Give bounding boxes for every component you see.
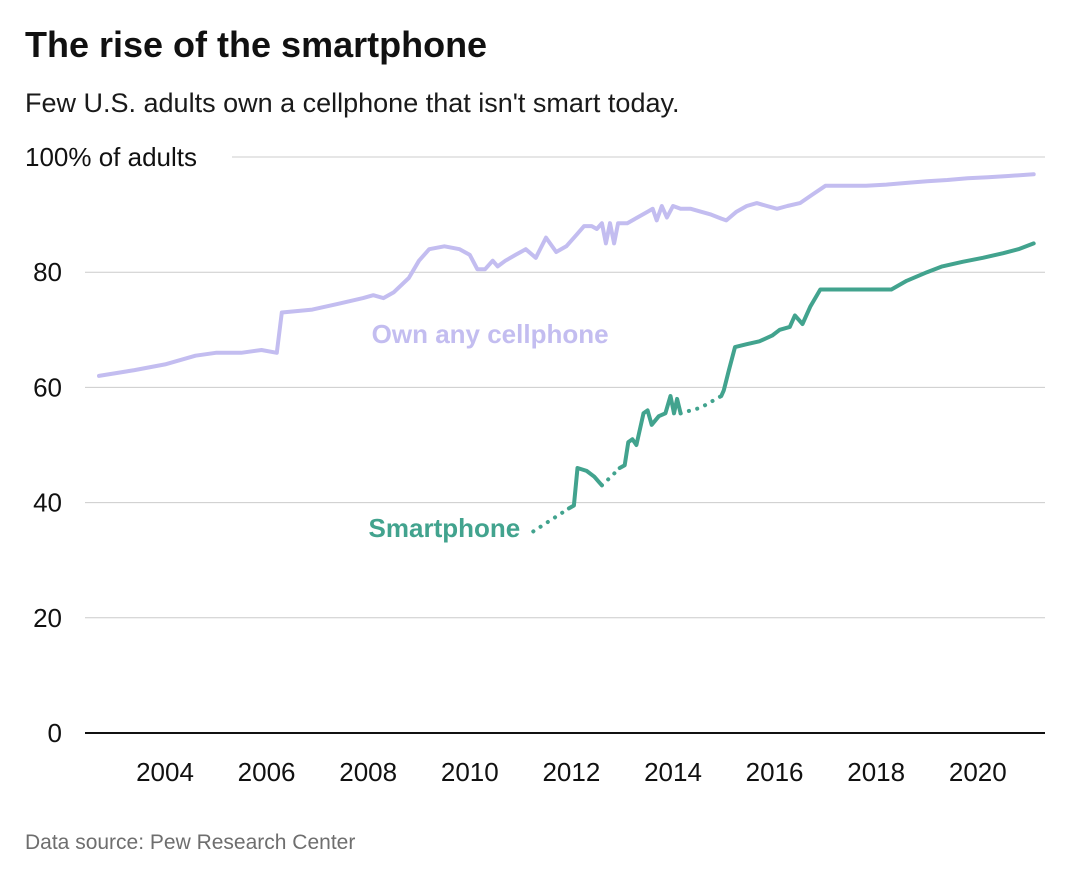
- x-tick-label-2020: 2020: [949, 757, 1007, 787]
- y-axis-top-label: 100% of adults: [25, 142, 197, 172]
- x-tick-label-2016: 2016: [746, 757, 804, 787]
- y-tick-label-20: 20: [33, 603, 62, 633]
- chart-subtitle: Few U.S. adults own a cellphone that isn…: [25, 88, 680, 118]
- data-source: Data source: Pew Research Center: [25, 831, 356, 854]
- x-tick-label-2014: 2014: [644, 757, 702, 787]
- y-tick-label-80: 80: [33, 257, 62, 287]
- y-tick-label-0: 0: [48, 718, 62, 748]
- series-line-smartphone-seg3: [617, 394, 683, 470]
- x-tick-label-2008: 2008: [339, 757, 397, 787]
- series-label-smartphone: Smartphone: [369, 513, 521, 543]
- x-tick-label-2006: 2006: [238, 757, 296, 787]
- series-line-cellphone-seg0: [97, 172, 1036, 378]
- y-tick-label-40: 40: [33, 488, 62, 518]
- series-line-smartphone-seg0: [531, 506, 571, 534]
- x-tick-label-2018: 2018: [847, 757, 905, 787]
- series-line-smartphone-seg1: [566, 466, 604, 511]
- x-tick-label-2004: 2004: [136, 757, 194, 787]
- series-line-smartphone-seg4: [678, 394, 724, 416]
- x-tick-label-2010: 2010: [441, 757, 499, 787]
- y-tick-label-60: 60: [33, 372, 62, 402]
- series-label-cellphone: Own any cellphone: [372, 319, 609, 349]
- series-line-smartphone-seg5: [719, 241, 1036, 398]
- series-line-smartphone-seg2: [599, 466, 622, 488]
- chart-title: The rise of the smartphone: [25, 24, 488, 65]
- x-tick-label-2012: 2012: [542, 757, 600, 787]
